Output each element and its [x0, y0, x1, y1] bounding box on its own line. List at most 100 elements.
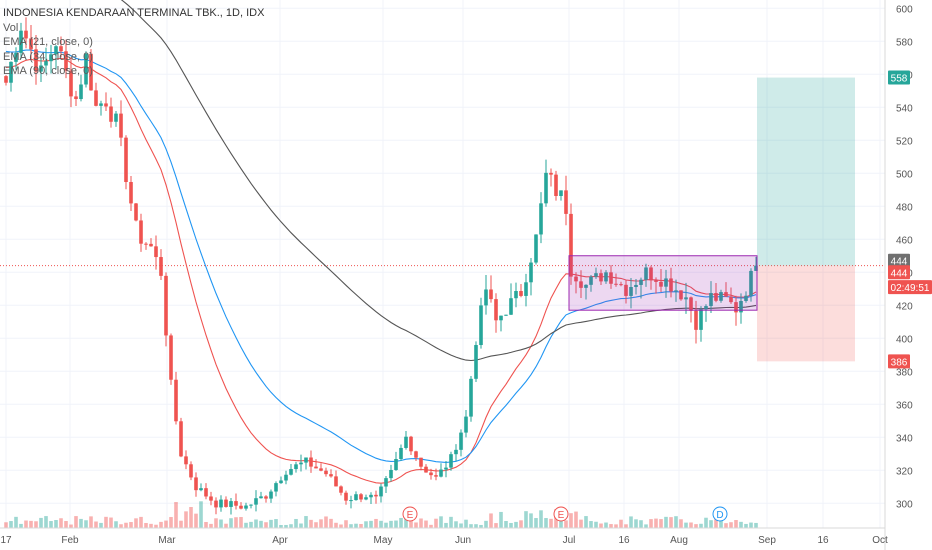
volume-bar [104, 516, 108, 528]
volume-bar [689, 522, 693, 528]
volume-bar [354, 523, 358, 528]
volume-bar [544, 518, 548, 528]
candle-body [659, 281, 663, 287]
volume-bar [74, 516, 78, 528]
volume-bar [614, 524, 618, 528]
candle-body [224, 499, 228, 507]
candle-body [54, 46, 58, 55]
candle-body [724, 292, 728, 297]
volume-bar [194, 513, 198, 528]
volume-bar [124, 522, 128, 528]
candle-body [304, 457, 308, 463]
candle-body [159, 257, 163, 276]
candle-body [484, 289, 488, 306]
volume-bar [309, 519, 313, 528]
volume-bar [424, 520, 428, 528]
chart-legend: INDONESIA KENDARAAN TERMINAL TBK., 1D, I… [3, 6, 264, 79]
take-profit-zone [757, 77, 855, 266]
volume-bar [149, 523, 153, 528]
candle-body [424, 466, 428, 473]
volume-bar [674, 516, 678, 528]
candle-body [69, 70, 73, 97]
price-badge: 558 [888, 70, 910, 85]
candle-body [689, 297, 693, 311]
volume-bar [459, 523, 463, 528]
volume-bar [189, 507, 193, 528]
candle-body [119, 113, 123, 138]
volume-bar [469, 524, 473, 528]
volume-bar [49, 521, 53, 528]
x-tick-label: 17 [0, 535, 12, 546]
volume-bar [94, 521, 98, 528]
x-tick-label: Aug [670, 535, 688, 546]
candle-body [319, 468, 323, 471]
volume-bar [244, 522, 248, 528]
volume-bar [204, 521, 208, 528]
candle-body [619, 284, 623, 286]
volume-bar [339, 524, 343, 528]
candle-body [669, 278, 673, 292]
volume-bars [4, 501, 758, 528]
candle-body [599, 273, 603, 282]
volume-bar [659, 519, 663, 528]
volume-bar [324, 516, 328, 528]
volume-bar [634, 519, 638, 528]
volume-bar [474, 524, 478, 528]
volume-bar [99, 522, 103, 528]
candle-body [104, 103, 108, 107]
candle-body [249, 504, 253, 506]
candle-body [694, 310, 698, 330]
candle-body [519, 291, 523, 296]
volume-bar [709, 520, 713, 528]
volume-bar [454, 521, 458, 528]
volume-bar [639, 520, 643, 528]
x-tick-label: Mar [158, 535, 176, 546]
event-marker: D [712, 506, 728, 522]
x-tick-label: Jul [563, 535, 576, 546]
volume-bar [514, 521, 518, 528]
event-marker: E [553, 506, 569, 522]
legend-ema-34: EMA (34, close, 0) [3, 50, 93, 63]
candle-body [469, 378, 473, 417]
volume-bar [494, 523, 498, 528]
volume-bar [754, 522, 758, 528]
candle-body [554, 174, 558, 196]
candle-body [74, 96, 78, 100]
event-marker: E [402, 506, 418, 522]
y-tick-label: 500 [896, 169, 913, 180]
volume-bar [629, 516, 633, 528]
candle-body [264, 496, 268, 499]
price-badge: 444 [888, 265, 910, 280]
volume-bar [274, 519, 278, 528]
candle-body [299, 462, 303, 465]
volume-bar [699, 523, 703, 528]
volume-bar [619, 519, 623, 528]
candle-body [514, 291, 518, 299]
candle-body [709, 293, 713, 307]
candle-body [639, 279, 643, 285]
price-badge: 444 [888, 253, 910, 268]
candle-body [374, 494, 378, 497]
candle-body [49, 54, 53, 62]
volume-bar [159, 521, 163, 528]
candle-body [574, 276, 578, 282]
candle-body [509, 298, 513, 315]
candle-body [84, 53, 88, 85]
candle-body [464, 416, 468, 433]
candle-body [739, 300, 743, 313]
candle-body [199, 488, 203, 491]
candle-body [219, 499, 223, 508]
candle-body [204, 488, 208, 497]
volume-bar [359, 523, 363, 528]
volume-bar [669, 517, 673, 528]
candle-body [524, 282, 528, 296]
volume-bar [729, 522, 733, 528]
volume-bar [694, 524, 698, 528]
candle-body [179, 421, 183, 457]
volume-bar [394, 520, 398, 528]
volume-bar [604, 522, 608, 528]
candle-body [39, 65, 43, 72]
candle-body [4, 76, 8, 83]
volume-bar [379, 520, 383, 528]
